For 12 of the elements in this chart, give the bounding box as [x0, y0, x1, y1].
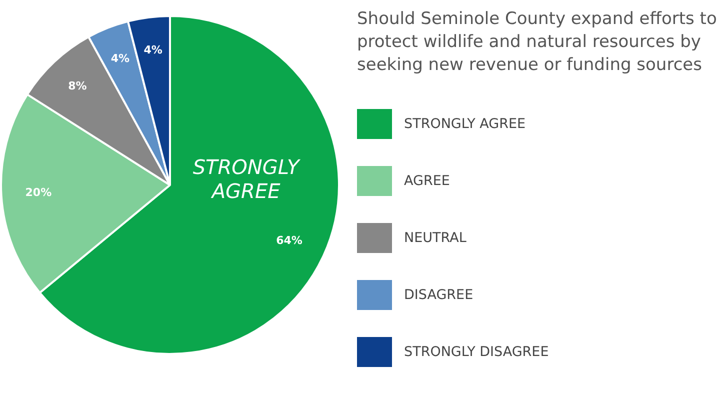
text: STRONGLY AGREE	[192, 155, 302, 204]
legend-label: NEUTRAL	[404, 230, 466, 246]
legend-label: DISAGREE	[404, 286, 474, 302]
data-label: 20%	[25, 186, 52, 200]
data-label: 4%	[144, 44, 162, 57]
legend-label: STRONGLY DISAGREE	[404, 344, 549, 360]
data-label: 64%	[276, 234, 302, 247]
text: Should Seminole County expand efforts to protect wildlife and natural resources by seeking new revenue or funding sources	[357, 8, 718, 77]
data-label: 4%	[110, 52, 130, 66]
data-label: 8%	[68, 79, 87, 92]
legend-label: STRONGLY AGREE	[404, 116, 526, 132]
legend-label: AGREE	[404, 172, 450, 188]
